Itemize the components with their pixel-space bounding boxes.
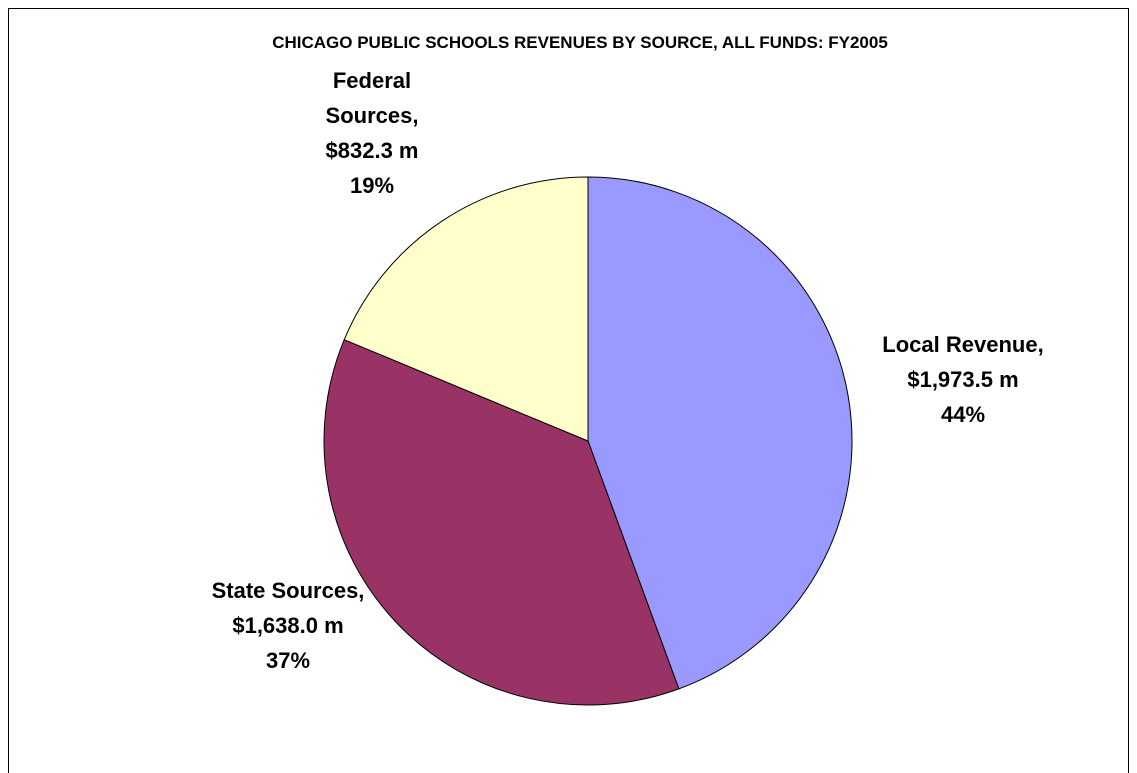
pie-slice <box>323 339 680 706</box>
slice-value-label: $832.3 m <box>326 138 419 163</box>
slice-percent-label: 44% <box>941 402 985 427</box>
slice-category-label: Federal Sources, <box>326 68 419 128</box>
slice-value-label: $1,638.0 m <box>232 613 343 638</box>
slice-percent-label: 37% <box>266 648 310 673</box>
chart-frame <box>8 8 1129 773</box>
slice-category-label: State Sources, <box>212 578 365 603</box>
slice-category-label: Local Revenue, <box>882 332 1043 357</box>
slice-percent-label: 19% <box>350 173 394 198</box>
chart-title: CHICAGO PUBLIC SCHOOLS REVENUES BY SOURC… <box>272 33 888 52</box>
slice-value-label: $1,973.5 m <box>907 367 1018 392</box>
pie-slice <box>587 176 853 690</box>
pie-slice <box>343 176 589 442</box>
